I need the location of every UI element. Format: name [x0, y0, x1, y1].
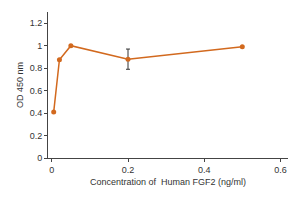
svg-text:0: 0 — [49, 165, 54, 175]
svg-text:1.2: 1.2 — [30, 18, 43, 28]
svg-text:0.8: 0.8 — [30, 63, 43, 73]
svg-text:Concentration of Human FGF2 (: Concentration of Human FGF2 (ng/ml) — [90, 177, 246, 187]
svg-text:0.4: 0.4 — [30, 108, 43, 118]
svg-text:0: 0 — [37, 153, 42, 163]
svg-text:0.6: 0.6 — [274, 165, 287, 175]
svg-text:0.2: 0.2 — [122, 165, 135, 175]
svg-text:OD 450 nm: OD 450 nm — [15, 62, 25, 108]
svg-text:0.4: 0.4 — [198, 165, 211, 175]
svg-text:0.2: 0.2 — [30, 131, 43, 141]
svg-text:1: 1 — [37, 41, 42, 51]
svg-text:0.6: 0.6 — [30, 86, 43, 96]
